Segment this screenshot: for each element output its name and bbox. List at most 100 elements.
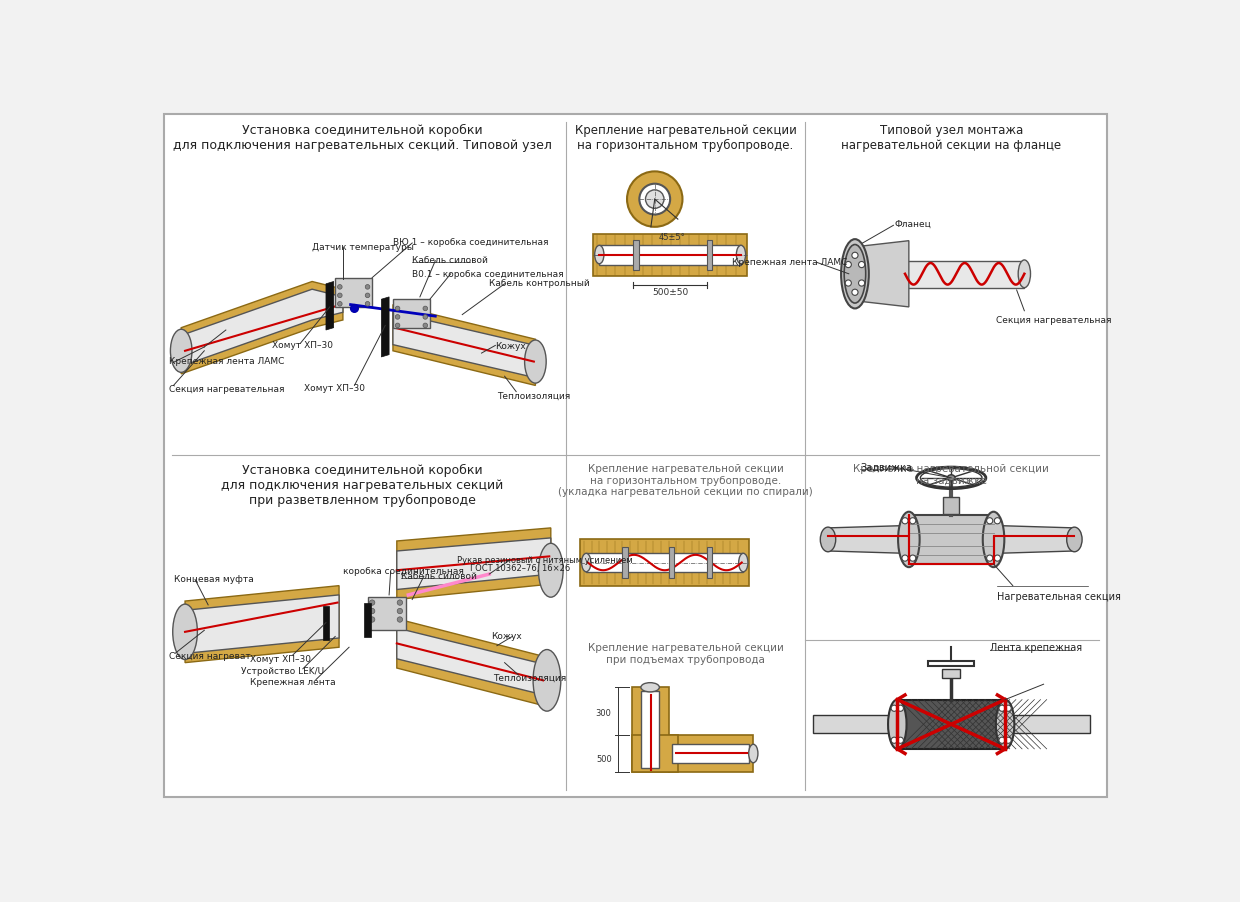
Ellipse shape [525, 340, 546, 383]
Bar [641, 691, 660, 769]
Ellipse shape [737, 245, 745, 263]
Text: Крепление нагревательной секции
на горизонтальном трубопроводе.
(укладка нагрева: Крепление нагревательной секции на гориз… [558, 464, 813, 497]
Text: Крепление нагревательной секции
на задвижке: Крепление нагревательной секции на задви… [853, 464, 1049, 485]
Ellipse shape [739, 553, 748, 572]
Ellipse shape [582, 553, 590, 572]
Ellipse shape [366, 284, 370, 290]
Ellipse shape [423, 323, 428, 327]
Ellipse shape [396, 323, 399, 327]
Ellipse shape [366, 293, 370, 298]
Ellipse shape [858, 262, 864, 268]
Ellipse shape [627, 171, 682, 226]
Ellipse shape [749, 744, 758, 763]
Ellipse shape [641, 683, 660, 692]
Bar [672, 744, 749, 763]
Bar [622, 548, 627, 578]
Bar [668, 548, 675, 578]
Ellipse shape [337, 301, 342, 306]
Ellipse shape [337, 293, 342, 298]
Ellipse shape [898, 705, 904, 712]
Text: Типовой узел монтажа
нагревательной секции на фланце: Типовой узел монтажа нагревательной секц… [841, 124, 1061, 152]
Text: Крепежная лента ЛАМС: Крепежная лента ЛАМС [732, 258, 847, 267]
Polygon shape [397, 619, 547, 706]
Text: Секция нагревательная: Секция нагревательная [996, 316, 1111, 325]
Ellipse shape [910, 555, 916, 561]
Polygon shape [181, 290, 343, 366]
Polygon shape [397, 628, 547, 695]
Ellipse shape [846, 262, 852, 268]
Text: Крепление нагревательной секции
при подъемах трубопровода: Крепление нагревательной секции при подъ… [588, 643, 784, 665]
Polygon shape [397, 528, 551, 600]
Ellipse shape [987, 555, 993, 561]
Ellipse shape [901, 555, 908, 561]
Ellipse shape [1018, 260, 1030, 288]
Text: Хомут ХП–30: Хомут ХП–30 [272, 341, 334, 350]
Ellipse shape [821, 527, 836, 552]
Ellipse shape [351, 305, 358, 312]
Text: ГОСТ 10362–76, 16×26: ГОСТ 10362–76, 16×26 [470, 564, 570, 573]
Text: Кабель силовой: Кабель силовой [401, 572, 476, 581]
Ellipse shape [337, 284, 342, 290]
Bar [631, 687, 668, 772]
Text: Установка соединительной коробки
для подключения нагревательных секций. Типовой : Установка соединительной коробки для под… [172, 124, 552, 152]
Ellipse shape [983, 511, 1004, 567]
Bar [905, 261, 1024, 288]
Ellipse shape [595, 245, 604, 263]
Bar [944, 497, 959, 514]
Bar [707, 548, 713, 578]
Bar [335, 278, 372, 307]
Ellipse shape [996, 700, 1014, 749]
Ellipse shape [994, 518, 1001, 524]
Bar [367, 597, 405, 630]
Bar [322, 605, 329, 640]
Ellipse shape [397, 617, 403, 622]
Polygon shape [1006, 715, 1090, 733]
Ellipse shape [1006, 737, 1012, 743]
Polygon shape [382, 297, 389, 357]
Text: Крепежная лента ЛАМС: Крепежная лента ЛАМС [169, 357, 284, 366]
Polygon shape [909, 515, 993, 564]
Ellipse shape [397, 608, 403, 613]
Ellipse shape [640, 184, 670, 215]
Polygon shape [326, 281, 334, 330]
Polygon shape [185, 585, 339, 663]
Text: ВЮ.1 – коробка соединительная: ВЮ.1 – коробка соединительная [393, 237, 548, 246]
Ellipse shape [892, 705, 898, 712]
Ellipse shape [1006, 705, 1012, 712]
Ellipse shape [1066, 527, 1083, 552]
Text: Крепежная лента: Крепежная лента [250, 678, 336, 687]
Ellipse shape [370, 600, 374, 605]
Ellipse shape [646, 189, 663, 208]
Text: Рукав резиновый с нитяным усилением: Рукав резиновый с нитяным усилением [456, 557, 632, 566]
Text: Хомут ХП–30: Хомут ХП–30 [250, 655, 311, 664]
Text: Кожух: Кожух [491, 631, 522, 640]
Polygon shape [397, 538, 551, 590]
Bar [593, 234, 748, 276]
Polygon shape [828, 526, 905, 553]
Ellipse shape [370, 608, 374, 613]
Ellipse shape [397, 600, 403, 605]
Text: В0.1 – коробка соединительная: В0.1 – коробка соединительная [412, 270, 564, 279]
Text: Задвижка: Задвижка [861, 463, 913, 473]
Ellipse shape [172, 604, 197, 659]
Ellipse shape [366, 301, 370, 306]
Text: 500±50: 500±50 [652, 289, 688, 298]
Ellipse shape [846, 280, 852, 286]
Ellipse shape [888, 700, 906, 749]
Text: Концевая муфта: Концевая муфта [174, 575, 253, 584]
Polygon shape [181, 281, 343, 374]
Ellipse shape [370, 617, 374, 622]
Text: 500: 500 [596, 755, 611, 764]
Bar [365, 603, 371, 637]
Text: Секция нагревательная: Секция нагревательная [169, 385, 284, 394]
Polygon shape [393, 312, 536, 378]
Text: Теплоизоляция: Теплоизоляция [497, 391, 570, 400]
Ellipse shape [423, 306, 428, 311]
Ellipse shape [841, 239, 869, 308]
Ellipse shape [892, 737, 898, 743]
Ellipse shape [898, 511, 920, 567]
Ellipse shape [901, 518, 908, 524]
Text: Устройство LEK/U: Устройство LEK/U [242, 667, 325, 676]
Ellipse shape [844, 244, 866, 303]
Bar [580, 539, 749, 585]
